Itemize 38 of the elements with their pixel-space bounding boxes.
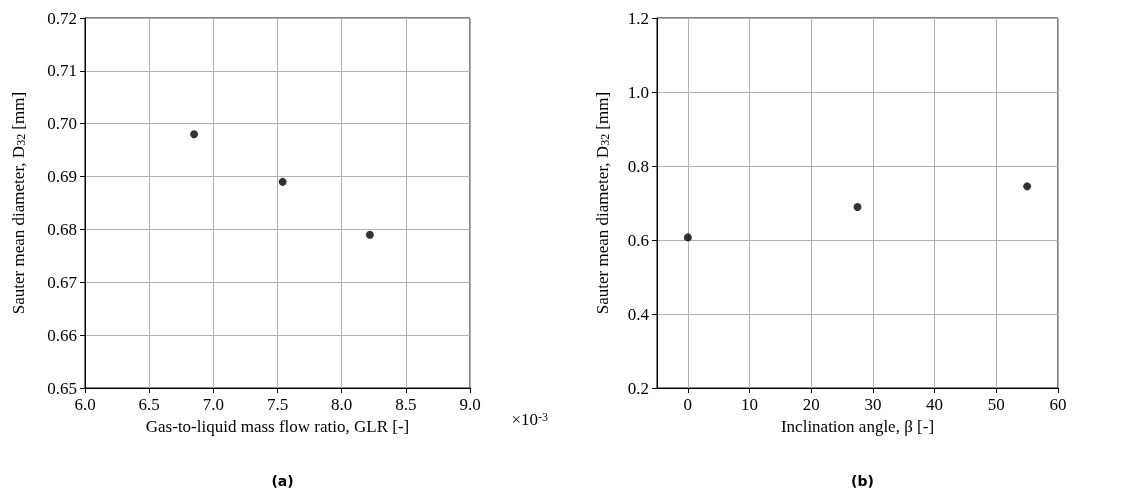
point bbox=[190, 130, 199, 139]
point bbox=[365, 230, 374, 239]
y-tick-label: 0.71 bbox=[47, 61, 77, 81]
y-tick-label: 0.2 bbox=[627, 378, 649, 398]
x-tick-label: 7.5 bbox=[266, 395, 289, 414]
y-tick-label: 0.4 bbox=[627, 304, 650, 324]
x-tick-label: 9.0 bbox=[459, 395, 481, 414]
point bbox=[853, 203, 862, 212]
x-axis-title: Gas-to-liquid mass flow ratio, GLR [-] bbox=[145, 416, 410, 436]
x-axis-title: Inclination angle, β [-] bbox=[780, 416, 935, 436]
y-tick-label: 0.70 bbox=[47, 114, 77, 134]
x-tick-label: 10 bbox=[741, 395, 759, 414]
point bbox=[278, 177, 287, 186]
y-tick-label: 1.2 bbox=[627, 8, 649, 28]
x-tick-label: 6.0 bbox=[74, 395, 96, 414]
y-tick-label: 0.6 bbox=[627, 230, 649, 250]
y-tick-label: 0.66 bbox=[47, 325, 77, 345]
point bbox=[683, 233, 692, 242]
x-tick-label: 50 bbox=[987, 395, 1005, 414]
x-tick-label: 6.5 bbox=[138, 395, 160, 414]
y-tick-label: 0.68 bbox=[47, 219, 77, 239]
y-tick-label: 0.69 bbox=[47, 167, 77, 187]
x-tick-label: 0 bbox=[683, 395, 693, 414]
y-tick-label: 0.67 bbox=[47, 272, 78, 292]
point bbox=[1023, 182, 1032, 191]
y-tick-label: 0.8 bbox=[627, 156, 649, 176]
x-tick-label: 60 bbox=[1049, 395, 1067, 414]
y-tick-label: 1.0 bbox=[627, 82, 649, 102]
x-tick-label: 8.5 bbox=[395, 395, 417, 414]
y-tick-label: 0.72 bbox=[47, 8, 77, 28]
x-tick-label: 30 bbox=[864, 395, 882, 414]
x-tick-label: 20 bbox=[802, 395, 820, 414]
x-tick-label: 40 bbox=[926, 395, 944, 414]
x-tick-label: 7.0 bbox=[202, 395, 224, 414]
text: (b) bbox=[851, 473, 874, 489]
x-tick-label: 8.0 bbox=[331, 395, 353, 414]
y-tick-label: 0.65 bbox=[47, 378, 77, 398]
text: (a) bbox=[271, 473, 294, 489]
